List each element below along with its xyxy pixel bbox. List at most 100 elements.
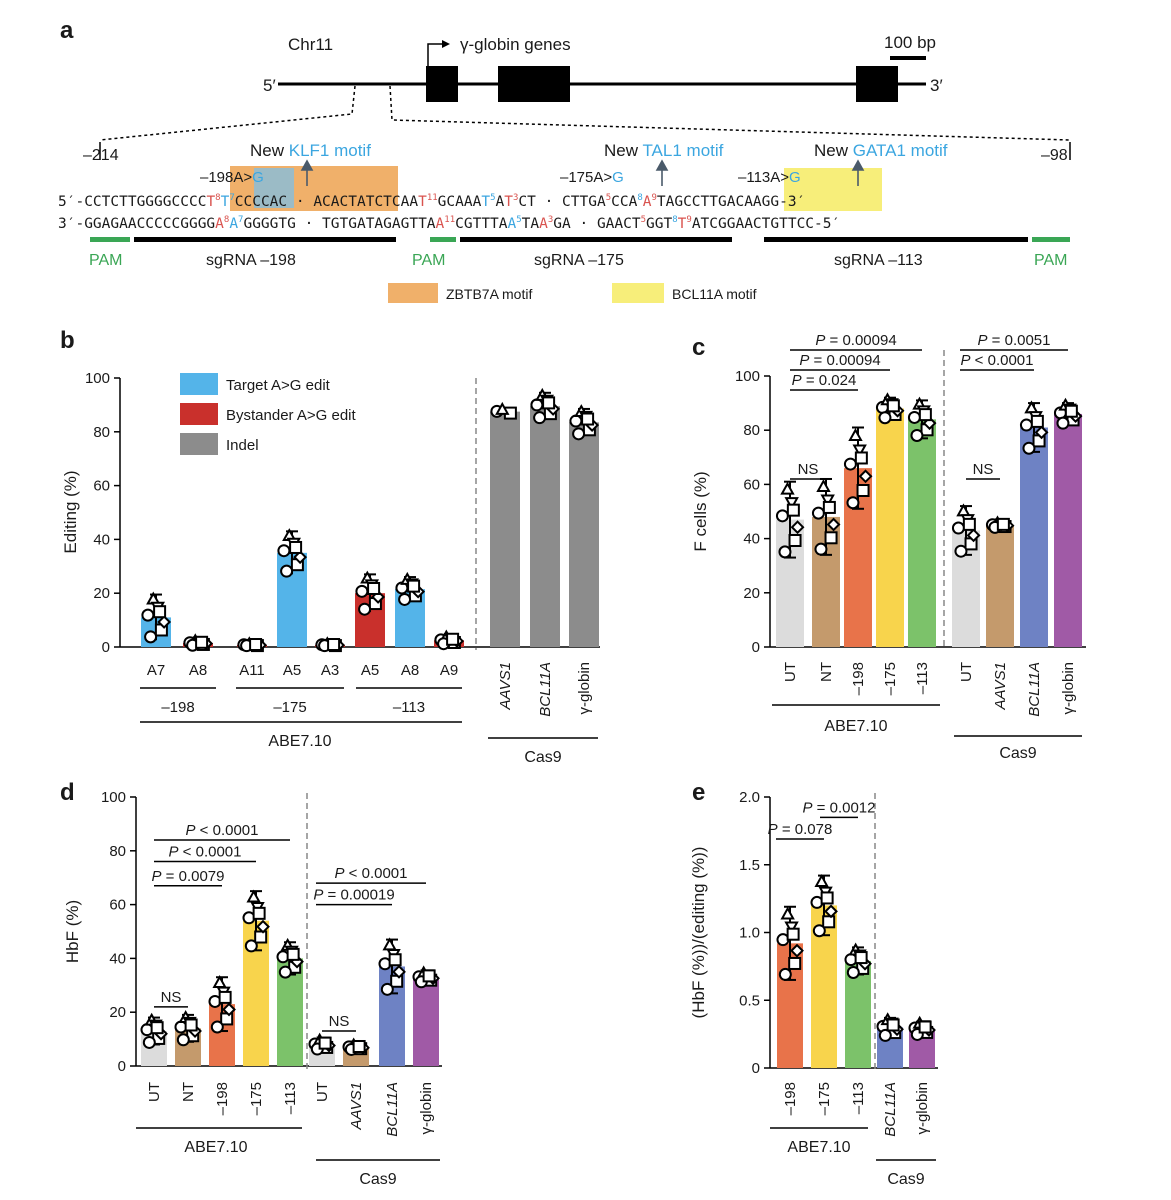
x-tick-label: A5 bbox=[283, 662, 301, 679]
data-point bbox=[293, 550, 308, 565]
seq-segment: A bbox=[508, 216, 517, 232]
data-point bbox=[278, 965, 292, 979]
data-point bbox=[327, 638, 341, 652]
stat-label: P = 0.078 bbox=[768, 821, 833, 838]
x-tick-label: γ-globin bbox=[914, 1082, 931, 1135]
data-point bbox=[878, 411, 892, 425]
seq-segment: T bbox=[221, 194, 230, 210]
x-tick-label: A8 bbox=[189, 662, 207, 679]
stat-p: P bbox=[978, 332, 988, 349]
pam2-label: PAM bbox=[412, 252, 445, 269]
seq-segment: 9 bbox=[686, 215, 691, 225]
seq-segment: T bbox=[504, 194, 513, 210]
y-tick-label: 60 bbox=[109, 897, 126, 914]
data-point bbox=[144, 630, 158, 644]
bar bbox=[530, 406, 560, 647]
seq-segment: ATCGGAACTGTTCC bbox=[692, 216, 814, 232]
data-point bbox=[533, 411, 547, 425]
x-tick-label: UT bbox=[782, 662, 799, 682]
panel-letter-c: c bbox=[692, 334, 705, 361]
data-point bbox=[1056, 416, 1070, 430]
mut2-label: –175A>G bbox=[560, 169, 624, 186]
data-point bbox=[218, 990, 232, 1004]
x-tick-label: –175 bbox=[816, 1082, 833, 1115]
stat-value: = 0.00094 bbox=[825, 332, 896, 349]
x-tick-label: γ-globin bbox=[1060, 662, 1077, 715]
data-point bbox=[277, 544, 291, 558]
seq-segment: T bbox=[678, 216, 687, 232]
data-point bbox=[822, 500, 836, 514]
data-point bbox=[854, 951, 868, 965]
x-tick-label: –113 bbox=[914, 662, 931, 694]
group-label: –175 bbox=[273, 699, 306, 716]
y-tick-label: 0 bbox=[752, 639, 760, 656]
klf1-highlight bbox=[254, 168, 294, 208]
x-tick-label: –198 bbox=[214, 1082, 231, 1115]
y-tick-label: 2.0 bbox=[739, 789, 760, 806]
seq-segment: 5 bbox=[606, 193, 611, 203]
data-point bbox=[951, 521, 965, 535]
seq-segment: 8 bbox=[215, 193, 220, 203]
data-point bbox=[153, 605, 167, 619]
data-point bbox=[886, 399, 900, 413]
seq-segment: 5 bbox=[516, 215, 521, 225]
data-point bbox=[407, 579, 421, 593]
pam1-bar bbox=[90, 237, 130, 242]
y-tick-label: 80 bbox=[743, 422, 760, 439]
seq-segment: 8 bbox=[637, 193, 642, 203]
stat-label: NS bbox=[329, 1013, 350, 1030]
x-tick-label: –113 bbox=[282, 1082, 299, 1114]
data-point bbox=[852, 444, 867, 458]
data-point bbox=[780, 906, 795, 920]
legend-bcl11a-swatch bbox=[612, 283, 664, 303]
data-point bbox=[954, 544, 968, 558]
x-tick-label: NT bbox=[818, 662, 835, 682]
data-point bbox=[256, 919, 270, 934]
seq-segment: T bbox=[481, 194, 490, 210]
tss-arrow bbox=[427, 43, 446, 66]
x-tick-label: NT bbox=[180, 1082, 197, 1102]
x-tick-label: A7 bbox=[147, 662, 165, 679]
data-point bbox=[843, 457, 857, 471]
seq-segment: A bbox=[215, 216, 224, 232]
x-tick-label: AAVS1 bbox=[348, 1082, 365, 1131]
legend-swatch bbox=[180, 373, 218, 395]
data-point bbox=[848, 428, 863, 442]
y-tick-label: 100 bbox=[85, 370, 110, 387]
mut3-label: –113A>G bbox=[738, 169, 801, 186]
data-point bbox=[446, 632, 460, 646]
data-point bbox=[886, 1018, 900, 1032]
y-tick-label: 0 bbox=[102, 639, 110, 656]
top-strand: 5′-CCTCTTGGGGCCCCT8T7CCCCAC · ACACTATCTC… bbox=[58, 193, 805, 210]
data-point bbox=[176, 1033, 190, 1047]
motif2-label: New TAL1 motif bbox=[604, 141, 724, 160]
stat-value: = 0.0051 bbox=[988, 332, 1051, 349]
tss-arrowhead bbox=[442, 40, 450, 48]
data-point bbox=[398, 592, 412, 606]
motif1-arrowhead bbox=[300, 159, 314, 171]
data-point bbox=[918, 1020, 932, 1034]
y-axis-label: (HbF (%))/(editing (%)) bbox=[689, 847, 708, 1019]
data-point bbox=[382, 937, 397, 951]
stat-label: P = 0.00094 bbox=[815, 332, 896, 349]
bar bbox=[986, 525, 1014, 647]
data-point bbox=[824, 531, 838, 545]
y-axis-label: Editing (%) bbox=[61, 470, 80, 553]
data-point bbox=[422, 969, 436, 983]
x-tick-label: –175 bbox=[248, 1082, 265, 1115]
bar bbox=[413, 977, 439, 1066]
seq-segment: A bbox=[643, 194, 652, 210]
stat-value: < 0.0001 bbox=[179, 844, 242, 861]
y-tick-label: 100 bbox=[101, 789, 126, 806]
x-tick-label: UT bbox=[146, 1082, 163, 1102]
data-point bbox=[918, 408, 932, 422]
stat-p: P bbox=[815, 332, 825, 349]
gene-label: γ-globin genes bbox=[460, 35, 571, 54]
stat-p: P bbox=[186, 822, 196, 839]
exon-1 bbox=[426, 66, 458, 102]
bar bbox=[876, 408, 904, 647]
x-tick-label: γ-globin bbox=[576, 662, 593, 715]
seq-segment: · CTTGA bbox=[536, 194, 606, 210]
seq-segment: 3 bbox=[548, 215, 553, 225]
data-point bbox=[820, 891, 834, 905]
